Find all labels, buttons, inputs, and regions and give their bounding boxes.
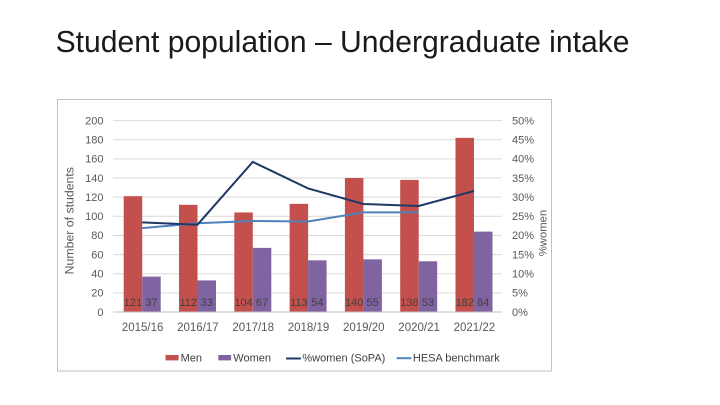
- svg-text:2015/16: 2015/16: [122, 322, 164, 334]
- svg-text:0: 0: [97, 307, 103, 319]
- svg-text:2018/19: 2018/19: [288, 322, 330, 334]
- svg-text:182: 182: [456, 297, 474, 309]
- svg-text:54: 54: [311, 297, 323, 309]
- svg-text:60: 60: [91, 249, 103, 261]
- svg-text:10%: 10%: [512, 269, 534, 281]
- svg-text:15%: 15%: [512, 249, 534, 261]
- svg-text:50%: 50%: [512, 115, 534, 127]
- svg-text:80: 80: [91, 230, 103, 242]
- svg-text:140: 140: [85, 173, 103, 185]
- svg-text:112: 112: [179, 297, 197, 309]
- svg-text:0%: 0%: [512, 307, 528, 319]
- svg-text:138: 138: [400, 297, 418, 309]
- svg-text:120: 120: [85, 192, 103, 204]
- svg-text:2020/21: 2020/21: [398, 322, 440, 334]
- svg-text:40%: 40%: [512, 154, 534, 166]
- svg-text:121: 121: [124, 297, 142, 309]
- svg-text:180: 180: [85, 135, 103, 147]
- svg-text:Men: Men: [181, 352, 202, 364]
- svg-text:200: 200: [85, 115, 103, 127]
- svg-text:25%: 25%: [512, 211, 534, 223]
- svg-text:40: 40: [91, 269, 103, 281]
- svg-text:Student population – Undergrad: Student population – Undergraduate intak…: [56, 25, 630, 59]
- svg-text:53: 53: [422, 297, 434, 309]
- svg-text:Number of students: Number of students: [63, 167, 77, 274]
- svg-text:2019/20: 2019/20: [343, 322, 385, 334]
- svg-text:5%: 5%: [512, 288, 528, 300]
- svg-text:2021/22: 2021/22: [454, 322, 496, 334]
- svg-text:45%: 45%: [512, 135, 534, 147]
- svg-text:100: 100: [85, 211, 103, 223]
- svg-text:33: 33: [201, 297, 213, 309]
- svg-text:30%: 30%: [512, 192, 534, 204]
- svg-text:37: 37: [145, 297, 157, 309]
- svg-text:HESA benchmark: HESA benchmark: [413, 352, 500, 364]
- svg-text:%women: %women: [538, 210, 550, 256]
- svg-text:20: 20: [91, 288, 103, 300]
- svg-text:113: 113: [290, 297, 308, 309]
- svg-text:2016/17: 2016/17: [177, 322, 219, 334]
- svg-text:55: 55: [367, 297, 379, 309]
- svg-text:160: 160: [85, 154, 103, 166]
- svg-text:20%: 20%: [512, 230, 534, 242]
- svg-text:%women (SoPA): %women (SoPA): [302, 352, 385, 364]
- svg-text:140: 140: [345, 297, 363, 309]
- svg-text:Women: Women: [233, 352, 271, 364]
- svg-text:104: 104: [234, 297, 252, 309]
- svg-text:2017/18: 2017/18: [232, 322, 274, 334]
- svg-text:67: 67: [256, 297, 268, 309]
- svg-text:84: 84: [477, 297, 489, 309]
- svg-text:35%: 35%: [512, 173, 534, 185]
